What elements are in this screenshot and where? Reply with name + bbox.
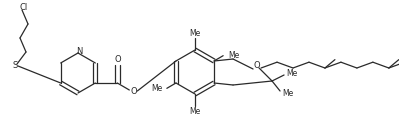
Text: O: O xyxy=(114,55,120,65)
Text: O: O xyxy=(254,61,261,70)
Text: Cl: Cl xyxy=(20,3,28,12)
Text: S: S xyxy=(12,61,18,70)
Text: Me: Me xyxy=(190,107,201,115)
Text: Me: Me xyxy=(151,84,162,93)
Text: N: N xyxy=(76,47,82,57)
Text: Me: Me xyxy=(190,28,201,37)
Text: Me: Me xyxy=(286,68,297,77)
Text: Me: Me xyxy=(282,89,293,98)
Text: O: O xyxy=(130,86,136,96)
Text: Me: Me xyxy=(228,51,239,60)
